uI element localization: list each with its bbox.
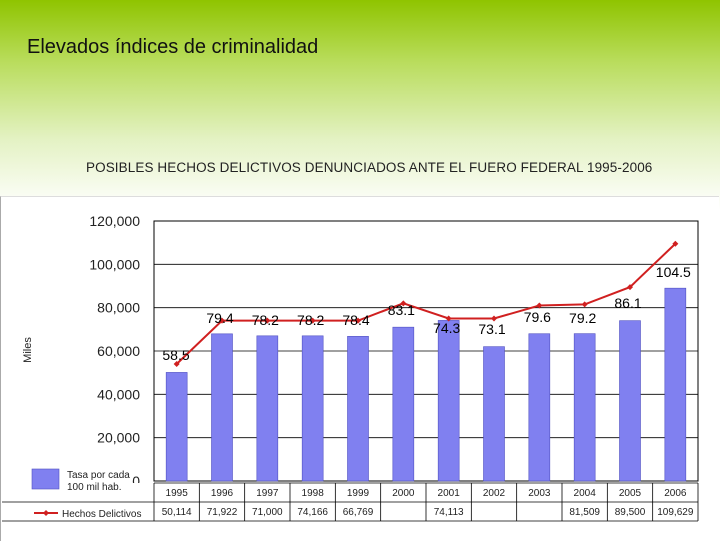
table-value-cell: 50,114	[162, 507, 192, 518]
rate-point	[400, 300, 407, 307]
rate-data-label: 83.1	[388, 302, 415, 318]
rate-data-label: 79.6	[524, 309, 551, 325]
rate-point	[627, 284, 633, 291]
x-tick-label: 2004	[574, 488, 597, 499]
x-tick-label: 2005	[619, 488, 642, 499]
rate-point	[173, 361, 180, 367]
x-tick-label: 1999	[347, 488, 370, 499]
rate-point	[491, 315, 497, 322]
table-value-cell: 74,113	[434, 507, 464, 518]
y-tick-label: 120,000	[89, 213, 140, 229]
x-tick-label: 2002	[483, 488, 506, 499]
slide-title: Elevados índices de criminalidad	[27, 36, 319, 58]
bar	[619, 320, 641, 482]
x-tick-label: 2001	[438, 488, 461, 499]
legend-label: 100 mil hab.	[67, 482, 121, 493]
x-tick-label: 2006	[664, 488, 687, 499]
chart-subtitle: POSIBLES HECHOS DELICTIVOS DENUNCIADOS A…	[86, 160, 653, 175]
bar	[211, 333, 233, 482]
bar	[301, 335, 324, 482]
y-axis-label: Miles	[22, 337, 34, 363]
x-tick-label: 2000	[392, 488, 415, 499]
x-tick-label: 1997	[256, 488, 279, 499]
rate-data-label: 79.4	[206, 310, 233, 326]
rate-point	[264, 317, 271, 324]
rate-data-label: 79.2	[569, 310, 596, 326]
table-value-cell: 71,000	[252, 507, 283, 518]
legend-line-marker	[43, 510, 49, 516]
rate-point	[672, 240, 679, 247]
rate-line	[175, 243, 677, 365]
table-value-cell: 81,509	[569, 507, 600, 518]
y-tick-label: 100,000	[89, 256, 140, 272]
rate-data-label: 86.1	[614, 295, 641, 311]
table-value-cell: 89,500	[615, 507, 646, 518]
x-tick-label: 1998	[302, 488, 325, 499]
rate-point	[309, 317, 316, 324]
y-tick-label: 20,000	[97, 430, 140, 446]
rate-point	[445, 315, 452, 322]
y-tick-label: 80,000	[97, 300, 140, 316]
y-tick-label: 0	[132, 473, 140, 489]
bar	[165, 372, 188, 482]
rate-data-label: 78.4	[342, 312, 369, 328]
bar	[483, 346, 505, 482]
table-value-cell: 74,166	[297, 507, 328, 518]
table-value-cell: 71,922	[207, 507, 238, 518]
rate-data-label: 78.2	[252, 312, 279, 328]
rate-point	[536, 302, 543, 309]
legend-label: Hechos Delictivos	[62, 509, 141, 520]
rate-data-label: 104.5	[656, 264, 691, 280]
rate-point	[355, 317, 361, 324]
rate-point	[219, 317, 225, 324]
legend-bar-swatch	[31, 468, 60, 490]
bar	[392, 326, 415, 482]
rate-point	[581, 301, 588, 308]
y-tick-label: 40,000	[97, 386, 140, 402]
table-value-cell: 66,769	[343, 507, 374, 518]
bar	[256, 335, 279, 482]
bar	[347, 336, 369, 482]
rate-data-label: 78.2	[297, 312, 324, 328]
table-value-cell: 109,629	[657, 507, 694, 518]
x-tick-label: 1996	[211, 488, 234, 499]
rate-data-label: 74.3	[433, 320, 460, 336]
x-tick-label: 2003	[528, 488, 551, 499]
rate-data-label: 73.1	[478, 321, 505, 337]
bar	[528, 333, 551, 482]
y-tick-label: 60,000	[97, 343, 140, 359]
bar	[437, 320, 460, 482]
x-tick-label: 1995	[166, 488, 189, 499]
bar	[664, 287, 687, 482]
rate-data-label: 58.5	[162, 347, 189, 363]
legend-label: Tasa por cada	[67, 470, 130, 481]
bar	[573, 333, 596, 482]
